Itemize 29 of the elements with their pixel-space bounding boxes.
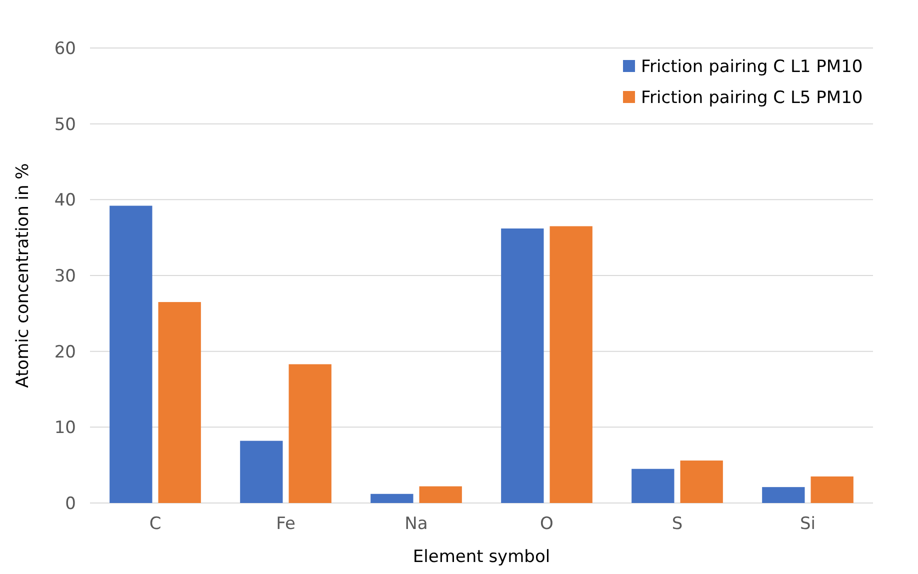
bar — [110, 206, 152, 503]
y-tick-label: 30 — [54, 266, 76, 286]
y-axis-title: Atomic concentration in % — [13, 163, 33, 388]
x-tick-label: Si — [800, 514, 816, 534]
bar — [501, 228, 544, 503]
x-tick-label: C — [149, 514, 162, 534]
x-tick-label: Na — [404, 514, 428, 534]
legend-label: Friction pairing C L5 PM10 — [641, 88, 863, 108]
bar — [288, 364, 332, 503]
bar — [158, 302, 201, 503]
legend-label: Friction pairing C L1 PM10 — [641, 56, 863, 77]
bar — [370, 494, 414, 503]
bar — [550, 226, 592, 503]
bar — [680, 460, 723, 503]
y-tick-label: 20 — [54, 342, 76, 362]
x-axis-title: Element symbol — [412, 547, 550, 567]
x-tick-label: O — [540, 514, 554, 534]
y-tick-label: 0 — [65, 494, 76, 514]
bar — [240, 440, 283, 503]
bar — [762, 487, 805, 503]
bar — [810, 476, 854, 503]
x-tick-label: S — [672, 514, 683, 534]
bar — [419, 486, 462, 503]
bar — [632, 468, 674, 503]
y-tick-label: 40 — [54, 190, 76, 211]
y-tick-label: 10 — [54, 418, 76, 438]
x-tick-label: Fe — [276, 514, 296, 534]
y-tick-label: 60 — [54, 38, 76, 59]
y-tick-label: 50 — [54, 114, 76, 135]
